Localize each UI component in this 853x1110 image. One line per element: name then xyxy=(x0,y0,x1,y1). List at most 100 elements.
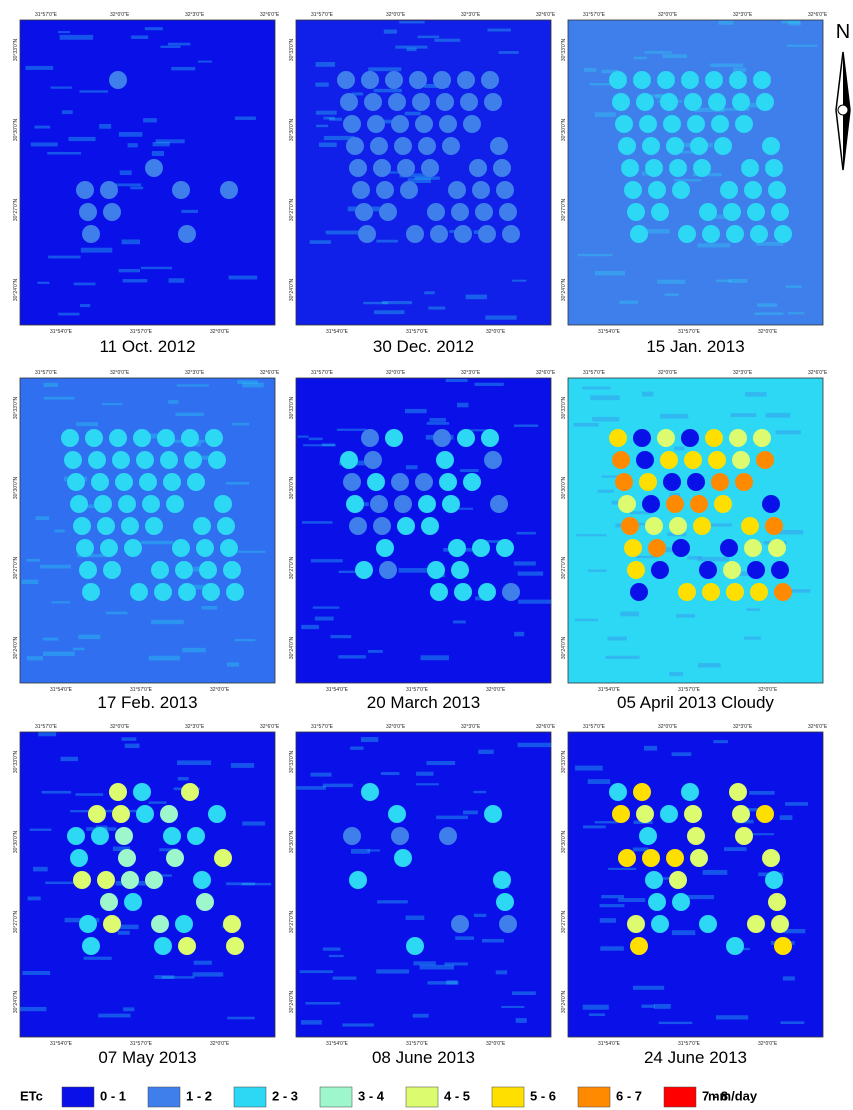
pivot xyxy=(762,849,780,867)
map-texture xyxy=(429,418,446,422)
axis-tick-label: 32°6'0"E xyxy=(808,370,828,376)
map-texture xyxy=(718,20,734,25)
axis-tick-label: 30°24'0"N xyxy=(13,278,19,301)
map-texture xyxy=(25,65,54,70)
map-texture xyxy=(415,783,439,786)
map-texture xyxy=(788,21,801,26)
map-texture xyxy=(515,1018,527,1023)
axis-tick-label: 30°24'0"N xyxy=(289,278,295,301)
axis-tick-label: 31°57'0"E xyxy=(678,1041,701,1047)
pivot xyxy=(612,805,630,823)
panel-caption: 15 Jan. 2013 xyxy=(646,337,744,356)
map-texture xyxy=(413,961,436,966)
map-texture xyxy=(732,67,747,73)
map-texture xyxy=(68,136,96,142)
map-texture xyxy=(322,783,353,788)
map-texture xyxy=(315,62,336,67)
pivot xyxy=(163,473,181,491)
axis-tick-label: 32°0'0"E xyxy=(210,687,230,693)
map-texture xyxy=(702,523,733,527)
map-texture xyxy=(241,882,272,886)
map-texture xyxy=(697,556,730,562)
pivot xyxy=(160,805,178,823)
map-panel: 31°57'0"E 32°0'0"E 32°3'0"E 32°6'0"E 31°54'0… xyxy=(289,12,556,335)
map-texture xyxy=(140,540,174,545)
axis-tick-label: 31°57'0"E xyxy=(583,12,606,18)
map-texture xyxy=(114,183,142,187)
pivot xyxy=(660,93,678,111)
pivot xyxy=(385,71,403,89)
pivot xyxy=(160,451,178,469)
map-texture xyxy=(151,619,184,625)
map-texture xyxy=(301,624,319,630)
pivot xyxy=(367,473,385,491)
map-texture xyxy=(671,752,692,757)
pivot xyxy=(349,871,367,889)
map-texture xyxy=(45,881,80,885)
map-texture xyxy=(745,392,767,397)
map-texture xyxy=(619,300,639,304)
axis-tick-label: 30°27'0"N xyxy=(561,910,567,933)
map-texture xyxy=(404,408,427,414)
axis-tick-label: 31°57'0"E xyxy=(583,370,606,376)
legend-swatch xyxy=(147,1086,181,1108)
axis-tick-label: 32°0'0"E xyxy=(486,1041,506,1047)
pivot xyxy=(636,451,654,469)
map-texture xyxy=(787,312,805,315)
pivot xyxy=(639,473,657,491)
pivot xyxy=(699,915,717,933)
map-texture xyxy=(599,918,616,923)
map-texture xyxy=(113,924,139,930)
axis-tick-label: 30°24'0"N xyxy=(561,990,567,1013)
pivot xyxy=(702,583,720,601)
map-texture xyxy=(671,930,696,936)
pivot xyxy=(708,93,726,111)
pivot xyxy=(756,93,774,111)
map-texture xyxy=(407,178,431,183)
map-texture xyxy=(302,521,333,524)
pivot xyxy=(750,583,768,601)
legend-label: 2 - 3 xyxy=(272,1088,298,1103)
axis-tick-label: 32°0'0"E xyxy=(386,12,406,18)
map-texture xyxy=(121,737,137,741)
map-texture xyxy=(775,430,801,435)
map-texture xyxy=(22,970,51,975)
map-texture xyxy=(309,240,332,244)
map-texture xyxy=(201,605,218,610)
map-texture xyxy=(181,209,199,213)
map-texture xyxy=(26,558,40,562)
map-texture xyxy=(76,554,112,558)
legend-swatch xyxy=(663,1086,697,1108)
map-texture xyxy=(728,279,748,283)
map-texture xyxy=(649,94,666,97)
map-texture xyxy=(336,428,367,431)
pivot xyxy=(202,583,220,601)
pivot xyxy=(142,495,160,513)
map-texture xyxy=(367,649,383,653)
pivot xyxy=(115,473,133,491)
map-texture xyxy=(51,601,71,604)
pivot xyxy=(172,181,190,199)
map-texture xyxy=(436,815,468,820)
pivot xyxy=(660,805,678,823)
pivot xyxy=(690,137,708,155)
pivot xyxy=(385,429,403,447)
pivot xyxy=(112,451,130,469)
axis-tick-label: 31°54'0"E xyxy=(50,329,73,335)
map-texture xyxy=(601,475,618,478)
map-texture xyxy=(159,848,179,852)
pivot xyxy=(672,181,690,199)
map-texture xyxy=(597,489,614,493)
axis-tick-label: 32°0'0"E xyxy=(758,687,778,693)
map-texture xyxy=(177,760,212,766)
map-texture xyxy=(517,571,544,576)
panel-caption: 30 Dec. 2012 xyxy=(373,337,474,356)
legend-title: ETc xyxy=(20,1088,43,1103)
map-texture xyxy=(21,579,39,585)
map-texture xyxy=(463,429,492,432)
map-background xyxy=(567,731,824,1038)
map-texture xyxy=(123,1007,135,1012)
pivot xyxy=(684,451,702,469)
pivot xyxy=(639,827,657,845)
pivot xyxy=(708,451,726,469)
